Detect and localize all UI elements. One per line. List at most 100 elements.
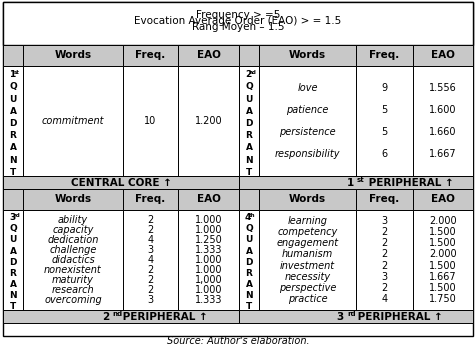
Text: practice: practice (288, 294, 327, 304)
Text: 2: 2 (147, 225, 153, 235)
Text: N: N (9, 291, 17, 300)
Bar (356, 45, 413, 66)
Text: st: st (357, 178, 365, 184)
Text: 1.750: 1.750 (429, 294, 457, 304)
Text: 9: 9 (381, 83, 388, 93)
Text: Freq.: Freq. (370, 50, 399, 60)
Text: CENTRAL CORE ↑: CENTRAL CORE ↑ (71, 178, 171, 187)
Bar (123, 66, 178, 176)
Text: 1.000: 1.000 (195, 225, 222, 235)
Text: 2: 2 (102, 311, 109, 322)
Text: A: A (10, 107, 17, 116)
Text: rd: rd (13, 213, 20, 218)
Text: 4: 4 (381, 294, 388, 304)
Text: EAO: EAO (431, 50, 455, 60)
Text: 3: 3 (147, 295, 153, 305)
Text: 1,000: 1,000 (195, 275, 222, 285)
Text: 3: 3 (337, 311, 344, 322)
Bar (239, 45, 259, 66)
Text: 1.500: 1.500 (429, 227, 457, 237)
Text: Q: Q (9, 82, 17, 91)
Text: Rang Moyen – 1.5: Rang Moyen – 1.5 (192, 23, 284, 32)
Text: 2: 2 (381, 227, 388, 237)
Text: 1.500: 1.500 (429, 283, 457, 293)
Text: Words: Words (55, 50, 92, 60)
Bar (178, 189, 239, 210)
Bar (3, 310, 239, 323)
Text: ability: ability (58, 215, 88, 225)
Text: T: T (10, 302, 16, 311)
Text: 1.000: 1.000 (195, 215, 222, 225)
Bar (23, 210, 123, 310)
Text: 5: 5 (381, 105, 388, 115)
Text: Frequency > =5: Frequency > =5 (196, 11, 280, 20)
Text: 2: 2 (147, 265, 153, 275)
Text: Words: Words (289, 50, 326, 60)
Text: Words: Words (55, 195, 92, 204)
Text: R: R (10, 131, 17, 140)
Bar (413, 210, 473, 310)
Text: 2: 2 (381, 250, 388, 259)
Text: N: N (245, 291, 253, 300)
Text: T: T (10, 168, 16, 177)
Bar (413, 66, 473, 176)
Text: A: A (246, 143, 253, 152)
Bar (259, 45, 356, 66)
Bar (23, 66, 123, 176)
Text: U: U (245, 95, 253, 103)
Text: 1.333: 1.333 (195, 295, 222, 305)
Bar (23, 45, 123, 66)
Text: 3: 3 (9, 213, 15, 222)
Text: 6: 6 (381, 149, 388, 159)
Text: 2.000: 2.000 (429, 250, 457, 259)
Text: 1.667: 1.667 (429, 272, 457, 282)
Bar (123, 210, 178, 310)
Text: EAO: EAO (197, 195, 220, 204)
Text: U: U (10, 95, 17, 103)
Text: R: R (246, 269, 252, 278)
Text: A: A (246, 280, 253, 289)
Text: commitment: commitment (42, 116, 104, 126)
Bar (356, 66, 413, 176)
Text: 1.600: 1.600 (429, 105, 457, 115)
Bar (356, 210, 413, 310)
Text: 2: 2 (147, 275, 153, 285)
Bar (3, 210, 23, 310)
Text: responsibility: responsibility (275, 149, 340, 159)
Text: D: D (9, 258, 17, 267)
Bar (239, 189, 259, 210)
Text: Q: Q (245, 82, 253, 91)
Text: 1.660: 1.660 (429, 127, 457, 137)
Text: 2.000: 2.000 (429, 216, 457, 226)
Text: T: T (246, 168, 252, 177)
Text: EAO: EAO (431, 195, 455, 204)
Text: 1.250: 1.250 (195, 235, 222, 245)
Text: Q: Q (9, 225, 17, 233)
Text: Evocation Average Order (EAO) > = 1.5: Evocation Average Order (EAO) > = 1.5 (134, 17, 342, 26)
Text: overcoming: overcoming (44, 295, 102, 305)
Text: 2: 2 (245, 70, 251, 79)
Text: perspective: perspective (279, 283, 336, 293)
Text: PERIPHERAL ↑: PERIPHERAL ↑ (354, 311, 443, 322)
Text: necessity: necessity (285, 272, 331, 282)
Text: Source: Author's elaboration.: Source: Author's elaboration. (167, 336, 309, 346)
Text: R: R (246, 131, 252, 140)
Bar (356, 189, 413, 210)
Text: capacity: capacity (52, 225, 94, 235)
Text: dedication: dedication (48, 235, 99, 245)
Text: 1.500: 1.500 (429, 238, 457, 248)
Text: 5: 5 (381, 127, 388, 137)
Text: humanism: humanism (282, 250, 333, 259)
Bar (3, 176, 239, 189)
Bar (239, 66, 259, 176)
Text: Q: Q (245, 225, 253, 233)
Bar (178, 66, 239, 176)
Bar (178, 45, 239, 66)
Text: 4: 4 (147, 235, 153, 245)
Text: 1.500: 1.500 (429, 261, 457, 270)
Text: 1.000: 1.000 (195, 265, 222, 275)
Bar (259, 210, 356, 310)
Bar (413, 45, 473, 66)
Text: 1.000: 1.000 (195, 285, 222, 295)
Text: 1.200: 1.200 (195, 116, 222, 126)
